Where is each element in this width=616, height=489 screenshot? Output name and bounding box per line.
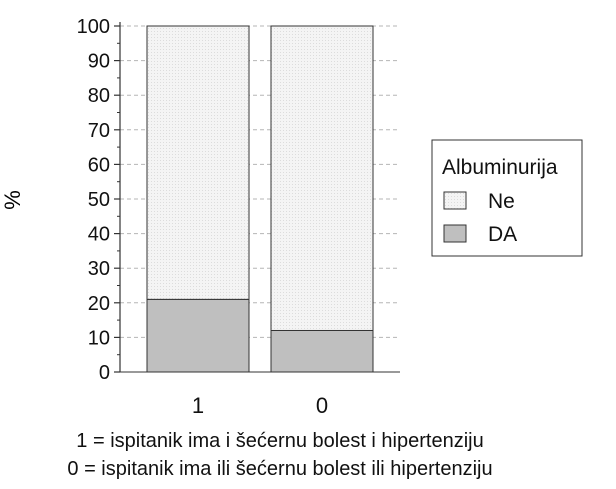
bar-1-ne: [146, 25, 250, 300]
y-tick-label-40: 40: [88, 224, 110, 246]
y-tick-label-100: 100: [77, 16, 110, 38]
y-tick-label-30: 30: [88, 258, 110, 280]
y-tick-label-90: 90: [88, 51, 110, 73]
y-tick-label-80: 80: [88, 85, 110, 107]
y-tick-label-10: 10: [88, 327, 110, 349]
y-tick-label-60: 60: [88, 154, 110, 176]
x-tick-label-1: 1: [192, 393, 204, 418]
legend-label-da: DA: [488, 223, 517, 246]
legend: Albuminurija Ne DA: [431, 139, 583, 257]
caption-line-1: 1 = ispitanik ima i šećernu bolest i hip…: [76, 430, 484, 452]
caption-line-2: 0 = ispitanik ima ili šećernu bolest ili…: [67, 458, 493, 480]
legend-title: Albuminurija: [442, 156, 558, 179]
bar-0-da: [270, 329, 374, 373]
x-tick-label-0: 0: [316, 393, 328, 418]
y-tick-label-20: 20: [88, 293, 110, 315]
legend-swatch-ne: [443, 191, 467, 210]
legend-label-ne: Ne: [488, 190, 515, 213]
y-tick-label-70: 70: [88, 120, 110, 142]
bar-1-da: [146, 298, 250, 373]
bar-0-ne: [270, 25, 374, 331]
y-tick-label-50: 50: [88, 189, 110, 211]
y-tick-label-0: 0: [99, 362, 110, 384]
bars: [146, 25, 374, 373]
y-axis-label: %: [0, 190, 25, 210]
legend-swatch-da: [443, 224, 467, 243]
